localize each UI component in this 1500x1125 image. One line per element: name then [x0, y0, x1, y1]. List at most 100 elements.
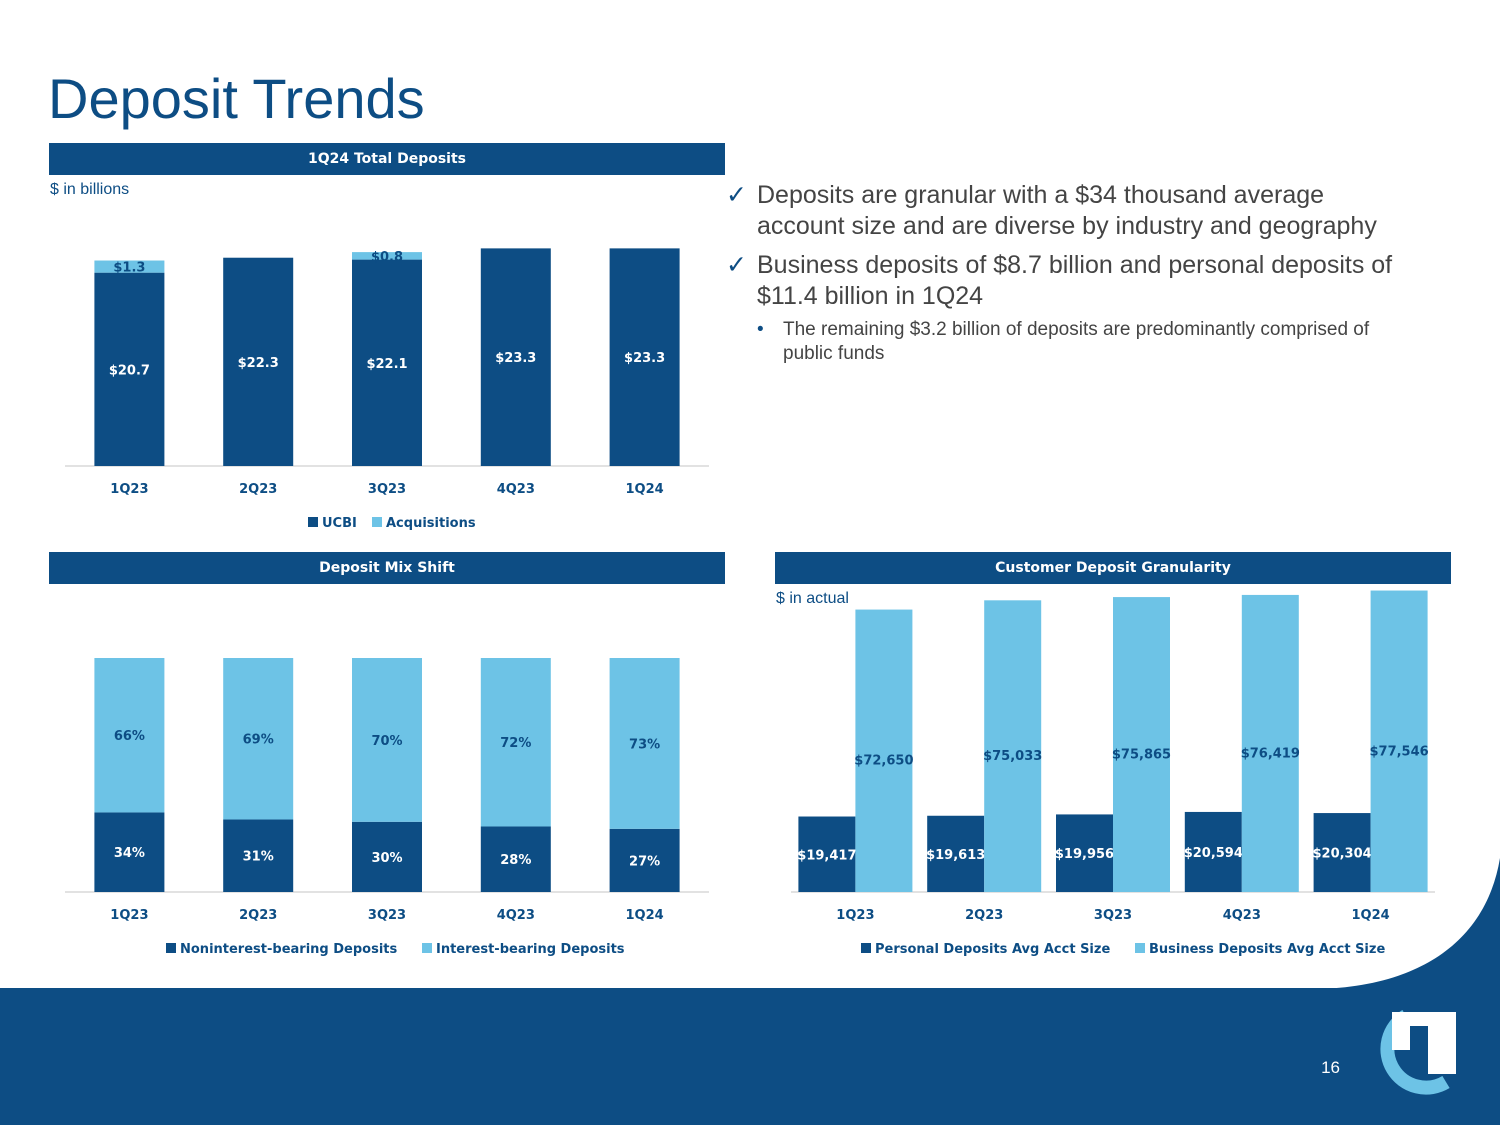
data-label: 70% [371, 734, 402, 749]
x-tick-label: 2Q23 [239, 908, 277, 923]
legend-swatch [861, 943, 871, 953]
x-tick-label: 3Q23 [368, 482, 406, 497]
data-label: 31% [243, 850, 274, 865]
data-label: $0.8 [371, 250, 403, 265]
x-tick-label: 3Q23 [1094, 908, 1132, 923]
total-deposits-unit: $ in billions [50, 181, 130, 198]
legend-label: UCBI [322, 516, 357, 531]
page-number: 16 [1321, 1058, 1340, 1077]
x-tick-label: 4Q23 [1223, 908, 1261, 923]
legend-swatch [166, 943, 176, 953]
bar-personal-deposits-avg-acct-size [798, 816, 856, 892]
legend-label: Personal Deposits Avg Acct Size [875, 942, 1110, 957]
data-label: $23.3 [495, 351, 536, 366]
bar-personal-deposits-avg-acct-size [1313, 813, 1371, 892]
bar-business-deposits-avg-acct-size [984, 600, 1042, 892]
data-label: $22.1 [366, 357, 407, 372]
data-label: $20,304 [1312, 847, 1371, 862]
sub-bullet-item: • The remaining $3.2 billion of deposits… [757, 318, 1406, 366]
legend-swatch [422, 943, 432, 953]
x-tick-label: 2Q23 [239, 482, 277, 497]
data-label: $75,865 [1112, 747, 1171, 762]
x-tick-label: 1Q24 [626, 908, 664, 923]
legend-swatch [1135, 943, 1145, 953]
x-tick-label: 2Q23 [965, 908, 1003, 923]
data-label: $77,546 [1369, 744, 1428, 759]
legend-swatch [372, 517, 382, 527]
total-deposits-header: 1Q24 Total Deposits [49, 143, 725, 175]
legend-label: Business Deposits Avg Acct Size [1149, 942, 1385, 957]
bar-ucbi [94, 272, 165, 466]
bar-business-deposits-avg-acct-size [1370, 590, 1428, 892]
bar-interest-bearing-deposits [223, 658, 294, 820]
sub-bullet-text: The remaining $3.2 billion of deposits a… [783, 319, 1370, 364]
data-label: 30% [371, 851, 402, 866]
granularity-header: Customer Deposit Granularity [775, 552, 1451, 584]
bar-ucbi [352, 259, 422, 466]
x-tick-label: 4Q23 [497, 482, 535, 497]
legend-swatch [308, 517, 318, 527]
bullet-item: ✓ Deposits are granular with a $34 thous… [726, 180, 1406, 242]
bar-noninterest-bearing-deposits [223, 819, 294, 892]
data-label: $76,419 [1241, 746, 1300, 761]
bar-noninterest-bearing-deposits [480, 826, 551, 892]
key-points: ✓ Deposits are granular with a $34 thous… [726, 180, 1406, 366]
legend-label: Interest-bearing Deposits [436, 942, 625, 957]
bar-personal-deposits-avg-acct-size [1056, 814, 1113, 892]
legend-label: Noninterest-bearing Deposits [180, 942, 397, 957]
data-label: $22.3 [238, 356, 279, 371]
checkmark-icon: ✓ [726, 181, 747, 209]
bar-ucbi [480, 248, 551, 466]
x-tick-label: 1Q24 [1352, 908, 1390, 923]
data-label: 27% [629, 854, 660, 869]
data-label: $19,417 [797, 848, 856, 863]
data-label: $75,033 [983, 749, 1042, 764]
data-label: 72% [500, 736, 531, 751]
data-label: $19,613 [926, 848, 985, 863]
x-tick-label: 1Q23 [110, 482, 148, 497]
checkmark-icon: ✓ [726, 251, 747, 279]
bar-noninterest-bearing-deposits [352, 821, 422, 892]
bar-interest-bearing-deposits [480, 658, 551, 827]
data-label: $19,956 [1055, 847, 1114, 862]
data-label: $23.3 [624, 351, 665, 366]
footer-curve-decoration [1310, 858, 1500, 989]
bar-interest-bearing-deposits [94, 658, 165, 813]
bar-acquisitions [352, 252, 422, 260]
granularity-unit: $ in actual [776, 590, 849, 607]
x-tick-label: 1Q24 [626, 482, 664, 497]
mix-shift-header: Deposit Mix Shift [49, 552, 725, 584]
x-tick-label: 4Q23 [497, 908, 535, 923]
data-label: 34% [114, 846, 145, 861]
x-tick-label: 3Q23 [368, 908, 406, 923]
data-label: $20,594 [1184, 846, 1243, 861]
x-tick-label: 1Q23 [110, 908, 148, 923]
bullet-text: Business deposits of $8.7 billion and pe… [757, 251, 1393, 310]
data-label: 28% [500, 853, 531, 868]
bar-business-deposits-avg-acct-size [1241, 594, 1299, 892]
bar-acquisitions [94, 260, 165, 273]
bar-business-deposits-avg-acct-size [1113, 597, 1170, 892]
bullet-dot-icon: • [757, 319, 764, 340]
data-label: $72,650 [854, 753, 913, 768]
data-label: $20.7 [109, 363, 150, 378]
bar-ucbi [223, 257, 294, 466]
legend-label: Acquisitions [386, 516, 476, 531]
bar-personal-deposits-avg-acct-size [927, 815, 985, 892]
data-label: 69% [243, 733, 274, 748]
data-label: $1.3 [113, 261, 145, 276]
data-label: 73% [629, 737, 660, 752]
bar-interest-bearing-deposits [352, 658, 422, 822]
bar-business-deposits-avg-acct-size [855, 609, 913, 892]
bar-interest-bearing-deposits [609, 658, 680, 829]
data-label: 66% [114, 729, 145, 744]
x-tick-label: 1Q23 [836, 908, 874, 923]
bullet-item: ✓ Business deposits of $8.7 billion and … [726, 250, 1406, 312]
bar-noninterest-bearing-deposits [609, 828, 680, 892]
bar-ucbi [609, 248, 680, 466]
footer-band [0, 988, 1500, 1125]
bar-personal-deposits-avg-acct-size [1184, 811, 1242, 892]
